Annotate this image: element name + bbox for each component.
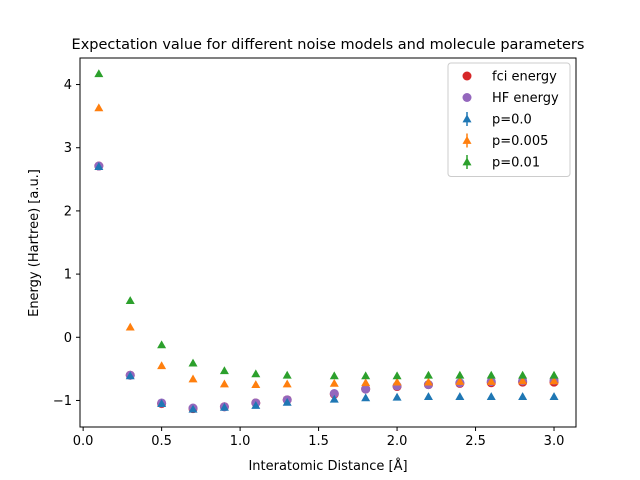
x-tick-label: 1.0 <box>230 434 251 449</box>
y-axis-label: Energy (Hartree) [a.u.] <box>27 169 42 317</box>
x-tick-label: 3.0 <box>544 434 565 449</box>
legend-frame <box>447 62 571 177</box>
marker-p-0-01 <box>188 358 198 367</box>
axes: 0.0 0.5 1.0 1.5 2.0 2.5 3.0 −1 0 1 2 3 4 <box>53 57 577 449</box>
marker-p-0-01 <box>282 370 292 379</box>
marker-p-0-005 <box>486 377 496 385</box>
data-markers <box>94 69 559 414</box>
marker-p-0-01 <box>361 371 371 380</box>
marker-p-0-0 <box>518 392 528 401</box>
marker-p-0-0 <box>486 392 496 401</box>
marker-p-0-005 <box>423 377 433 386</box>
x-tick-label: 0.5 <box>151 434 172 449</box>
y-tick-label: 2 <box>64 204 72 219</box>
marker-p-0-005 <box>549 376 559 385</box>
marker-p-0-005 <box>518 376 528 385</box>
marker-p-0-005 <box>94 103 104 112</box>
y-tick-label: −1 <box>53 394 72 409</box>
marker-p-0-0 <box>549 392 559 401</box>
marker-p-0-01 <box>549 370 559 379</box>
marker-p-0-01 <box>157 340 167 349</box>
marker-p-0-0 <box>94 162 104 171</box>
legend-marker <box>462 157 472 166</box>
x-axis-label: Interatomic Distance [Å] <box>248 458 407 474</box>
marker-p-0-0 <box>188 404 198 413</box>
legend: fci energy HF energy p=0.0 p=0.005 p=0.01 <box>447 62 571 177</box>
legend-marker <box>462 71 472 81</box>
marker-p-0-01 <box>518 370 528 379</box>
marker-p-0-01 <box>94 69 104 78</box>
marker-p-0-0 <box>157 399 167 407</box>
marker-p-0-0 <box>251 401 261 409</box>
marker-p-0-0 <box>392 392 402 401</box>
marker-p-0-005 <box>157 361 167 370</box>
y-tick-label: 4 <box>64 78 72 93</box>
marker-p-0-0 <box>423 392 433 401</box>
marker-p-0-005 <box>392 377 402 386</box>
x-tick-label: 0.0 <box>73 434 94 449</box>
y-tick-label: 3 <box>64 141 72 156</box>
marker-p-0-01 <box>251 369 261 378</box>
legend-label: p=0.01 <box>492 156 540 171</box>
x-tick-label: 2.5 <box>465 434 486 449</box>
marker-hf-energy <box>329 389 339 399</box>
marker-p-0-0 <box>125 371 135 380</box>
marker-p-0-005 <box>219 379 229 388</box>
legend-label: fci energy <box>492 70 557 85</box>
marker-p-0-01 <box>219 366 229 375</box>
marker-hf-energy <box>361 384 371 394</box>
marker-p-0-005 <box>455 377 465 385</box>
marker-p-0-005 <box>329 378 339 387</box>
marker-p-0-0 <box>329 394 339 403</box>
marker-p-0-01 <box>423 370 433 379</box>
legend-marker <box>462 114 472 123</box>
marker-p-0-0 <box>361 393 371 402</box>
y-tick-label: 1 <box>64 268 72 283</box>
marker-p-0-01 <box>329 371 339 380</box>
marker-p-0-01 <box>486 370 496 379</box>
marker-p-0-005 <box>282 379 292 388</box>
axes-frame <box>79 57 577 428</box>
legend-marker <box>462 136 472 144</box>
x-tick-label: 1.5 <box>308 434 329 449</box>
marker-p-0-005 <box>125 322 135 331</box>
legend-label: HF energy <box>492 91 559 106</box>
marker-p-0-005 <box>251 380 261 389</box>
marker-p-0-005 <box>361 378 371 387</box>
marker-p-0-0 <box>282 397 292 406</box>
marker-p-0-005 <box>188 374 198 383</box>
legend-marker <box>462 93 472 102</box>
marker-p-0-01 <box>455 370 465 379</box>
chart-title: Expectation value for different noise mo… <box>72 37 585 53</box>
y-tick-label: 0 <box>64 331 72 346</box>
legend-label: p=0.005 <box>492 134 548 149</box>
legend-label: p=0.0 <box>492 113 532 128</box>
marker-p-0-0 <box>219 402 229 411</box>
x-tick-label: 2.0 <box>387 434 408 449</box>
marker-p-0-0 <box>455 392 465 401</box>
marker-p-0-01 <box>125 296 135 305</box>
marker-p-0-01 <box>392 371 402 380</box>
